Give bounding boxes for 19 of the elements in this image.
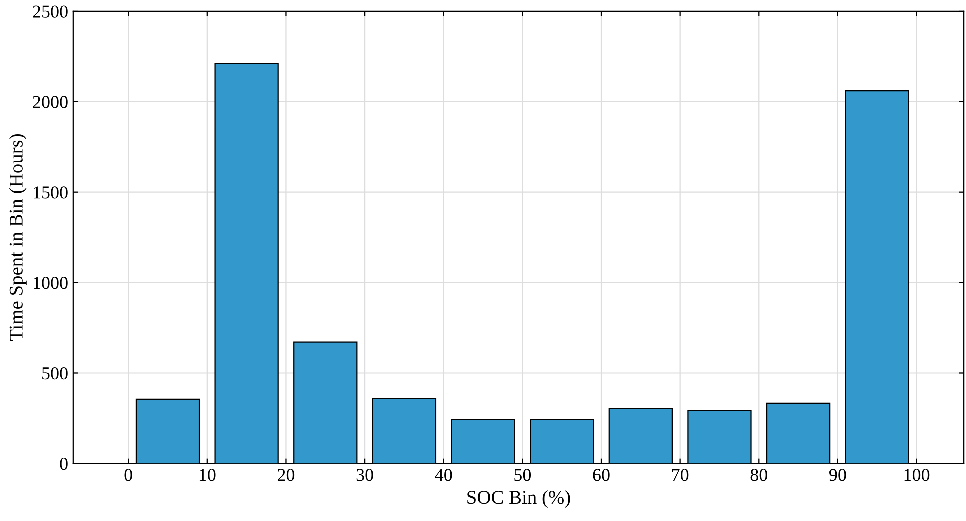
- x-tick-label: 100: [904, 469, 930, 482]
- y-tick-label: 2500: [33, 6, 68, 18]
- y-tick-label: 2000: [33, 96, 68, 108]
- x-tick-label: 80: [750, 469, 768, 482]
- x-axis-title: SOC Bin (%): [468, 490, 570, 508]
- y-axis-title: Time Spent in Bin (Hours): [9, 134, 27, 342]
- x-tick-label: 70: [672, 469, 689, 482]
- x-tick-label: 50: [514, 469, 532, 482]
- x-tick-label: 30: [356, 469, 374, 482]
- y-tick-label: 0: [60, 458, 68, 470]
- x-tick-label: 60: [593, 469, 610, 482]
- x-tick-label: 0: [124, 469, 132, 482]
- x-tick-label: 90: [830, 469, 846, 482]
- y-tick-label: 1000: [34, 277, 68, 290]
- x-tick-label: 10: [200, 469, 216, 482]
- x-tick-label: 40: [435, 469, 452, 482]
- y-tick-label: 1500: [34, 186, 68, 199]
- y-tick-label: 500: [42, 368, 68, 380]
- x-tick-label: 20: [278, 469, 295, 482]
